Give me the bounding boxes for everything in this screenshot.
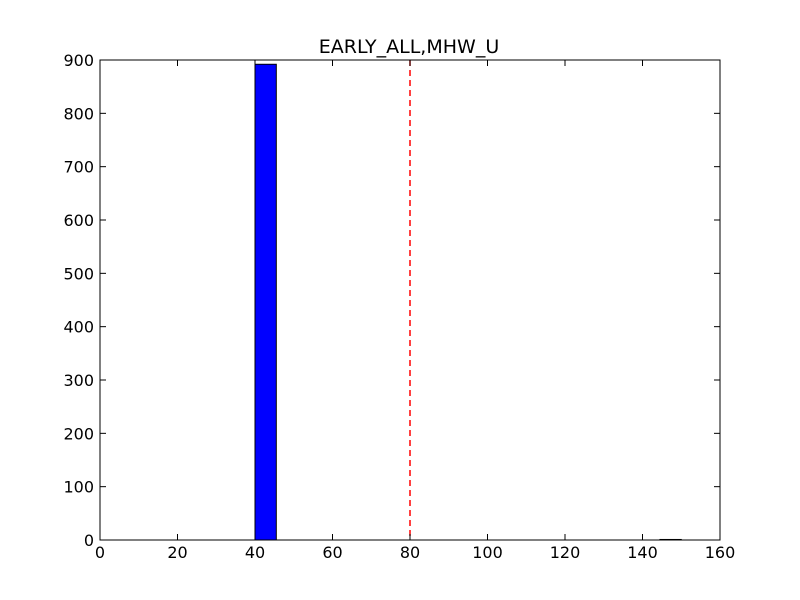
y-tick-label: 700: [63, 158, 94, 177]
x-tick-label: 100: [472, 543, 503, 562]
histogram-bar-0: [254, 63, 277, 541]
x-tick-label: 60: [322, 543, 342, 562]
x-axis: 0 20 40 60 80 100 120 140 160: [95, 60, 735, 562]
y-tick-label: 600: [63, 211, 94, 230]
y-tick-label: 300: [63, 371, 94, 390]
y-axis: 0 100 200 300 400 500 600 700 800 900: [63, 51, 720, 550]
x-tick-label: 0: [95, 543, 105, 562]
y-tick-label: 200: [63, 424, 94, 443]
y-tick-label: 900: [63, 51, 94, 70]
y-tick-label: 400: [63, 318, 94, 337]
chart-title: EARLY_ALL,MHW_U: [319, 36, 499, 58]
x-tick-label: 120: [550, 543, 581, 562]
y-tick-label: 800: [63, 104, 94, 123]
x-tick-label: 140: [627, 543, 658, 562]
x-tick-label: 20: [167, 543, 187, 562]
y-tick-label: 100: [63, 478, 94, 497]
y-tick-label: 0: [84, 531, 94, 550]
x-tick-label: 40: [245, 543, 265, 562]
x-tick-label: 160: [705, 543, 736, 562]
y-tick-label: 500: [63, 264, 94, 283]
x-tick-label: 80: [400, 543, 420, 562]
